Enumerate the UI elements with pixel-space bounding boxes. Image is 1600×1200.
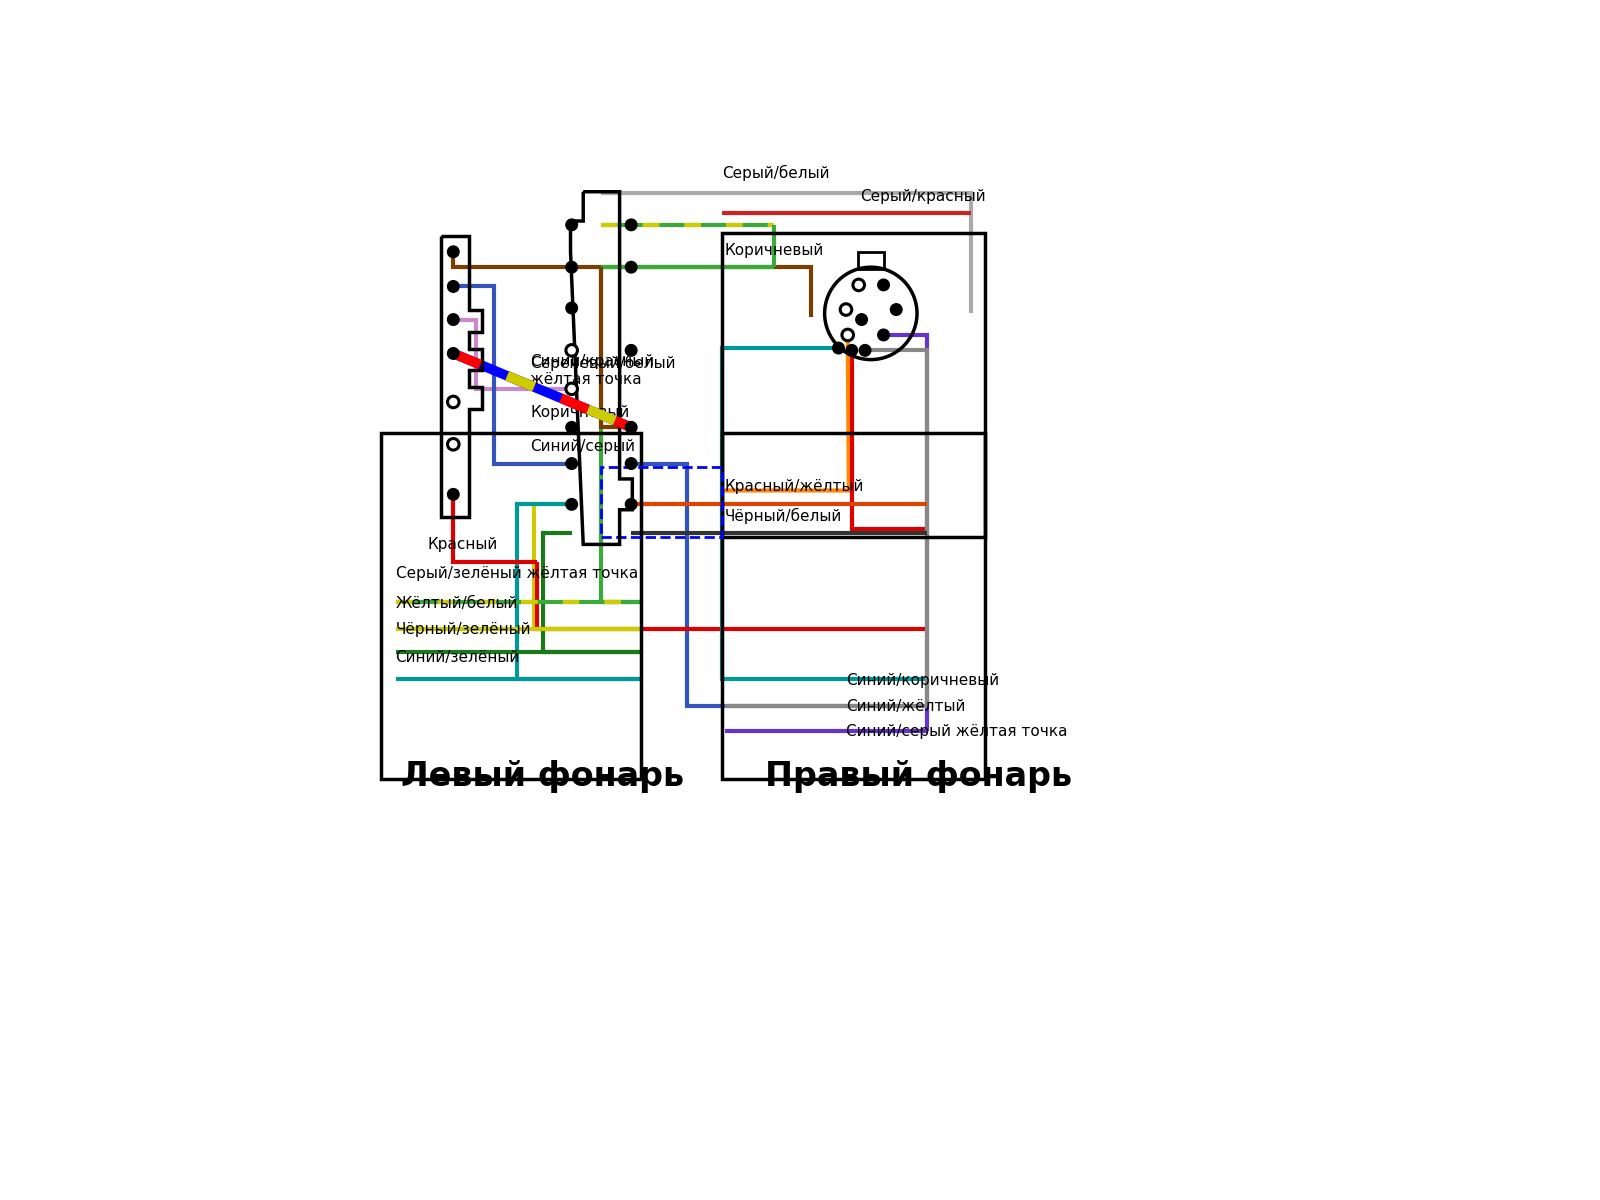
Circle shape [448,348,459,359]
Bar [381,433,642,779]
Circle shape [448,438,459,450]
Text: Синий/жёлтый: Синий/жёлтый [846,698,965,714]
Circle shape [448,281,459,293]
Text: Красный: Красный [427,538,498,552]
Circle shape [566,421,578,433]
Text: Правый фонарь: Правый фонарь [765,760,1072,793]
Text: Синий/серый: Синий/серый [530,439,635,455]
Bar [602,467,722,536]
Circle shape [832,342,845,354]
Circle shape [626,457,637,469]
Text: Левый фонарь: Левый фонарь [402,760,685,793]
Text: Серый/белый: Серый/белый [722,164,829,181]
Text: Синий/красный
жёлтая точка: Синий/красный жёлтая точка [530,354,654,386]
Circle shape [566,302,578,313]
Circle shape [856,313,867,325]
Circle shape [626,344,637,356]
Circle shape [626,220,637,230]
Circle shape [846,344,858,356]
Text: Сереневый/белый: Сереневый/белый [530,355,675,371]
Circle shape [859,344,870,356]
Text: Жёлтый/белый: Жёлтый/белый [395,596,518,611]
Circle shape [566,498,578,510]
Circle shape [891,304,902,316]
Circle shape [853,280,864,290]
Circle shape [626,498,637,510]
Circle shape [842,329,853,341]
Circle shape [626,262,637,272]
Text: Чёрный/белый: Чёрный/белый [725,508,842,523]
Text: Синий/коричневый: Синий/коричневый [846,673,998,688]
Bar [722,233,984,536]
Text: Чёрный/зелёный: Чёрный/зелёный [395,622,531,637]
Text: Серый/красный: Серый/красный [861,190,986,204]
Circle shape [566,344,578,356]
Circle shape [878,280,890,290]
Text: Серый/зелёный жёлтая точка: Серый/зелёный жёлтая точка [395,566,638,581]
Circle shape [448,488,459,500]
Circle shape [448,313,459,325]
Text: Красный/жёлтый: Красный/жёлтый [725,479,864,494]
Text: Коричневый: Коричневый [725,242,824,258]
Circle shape [566,220,578,230]
Text: Синий/зелёный: Синий/зелёный [395,650,520,665]
Circle shape [878,329,890,341]
Circle shape [448,396,459,408]
Bar [722,433,984,779]
Circle shape [566,383,578,395]
Bar [858,252,883,269]
Text: Коричневый: Коричневый [530,404,629,420]
Circle shape [566,262,578,272]
Circle shape [448,246,459,258]
Circle shape [840,304,851,316]
Circle shape [626,421,637,433]
Circle shape [566,457,578,469]
Text: Синий/серый жёлтая точка: Синий/серый жёлтая точка [846,724,1067,739]
